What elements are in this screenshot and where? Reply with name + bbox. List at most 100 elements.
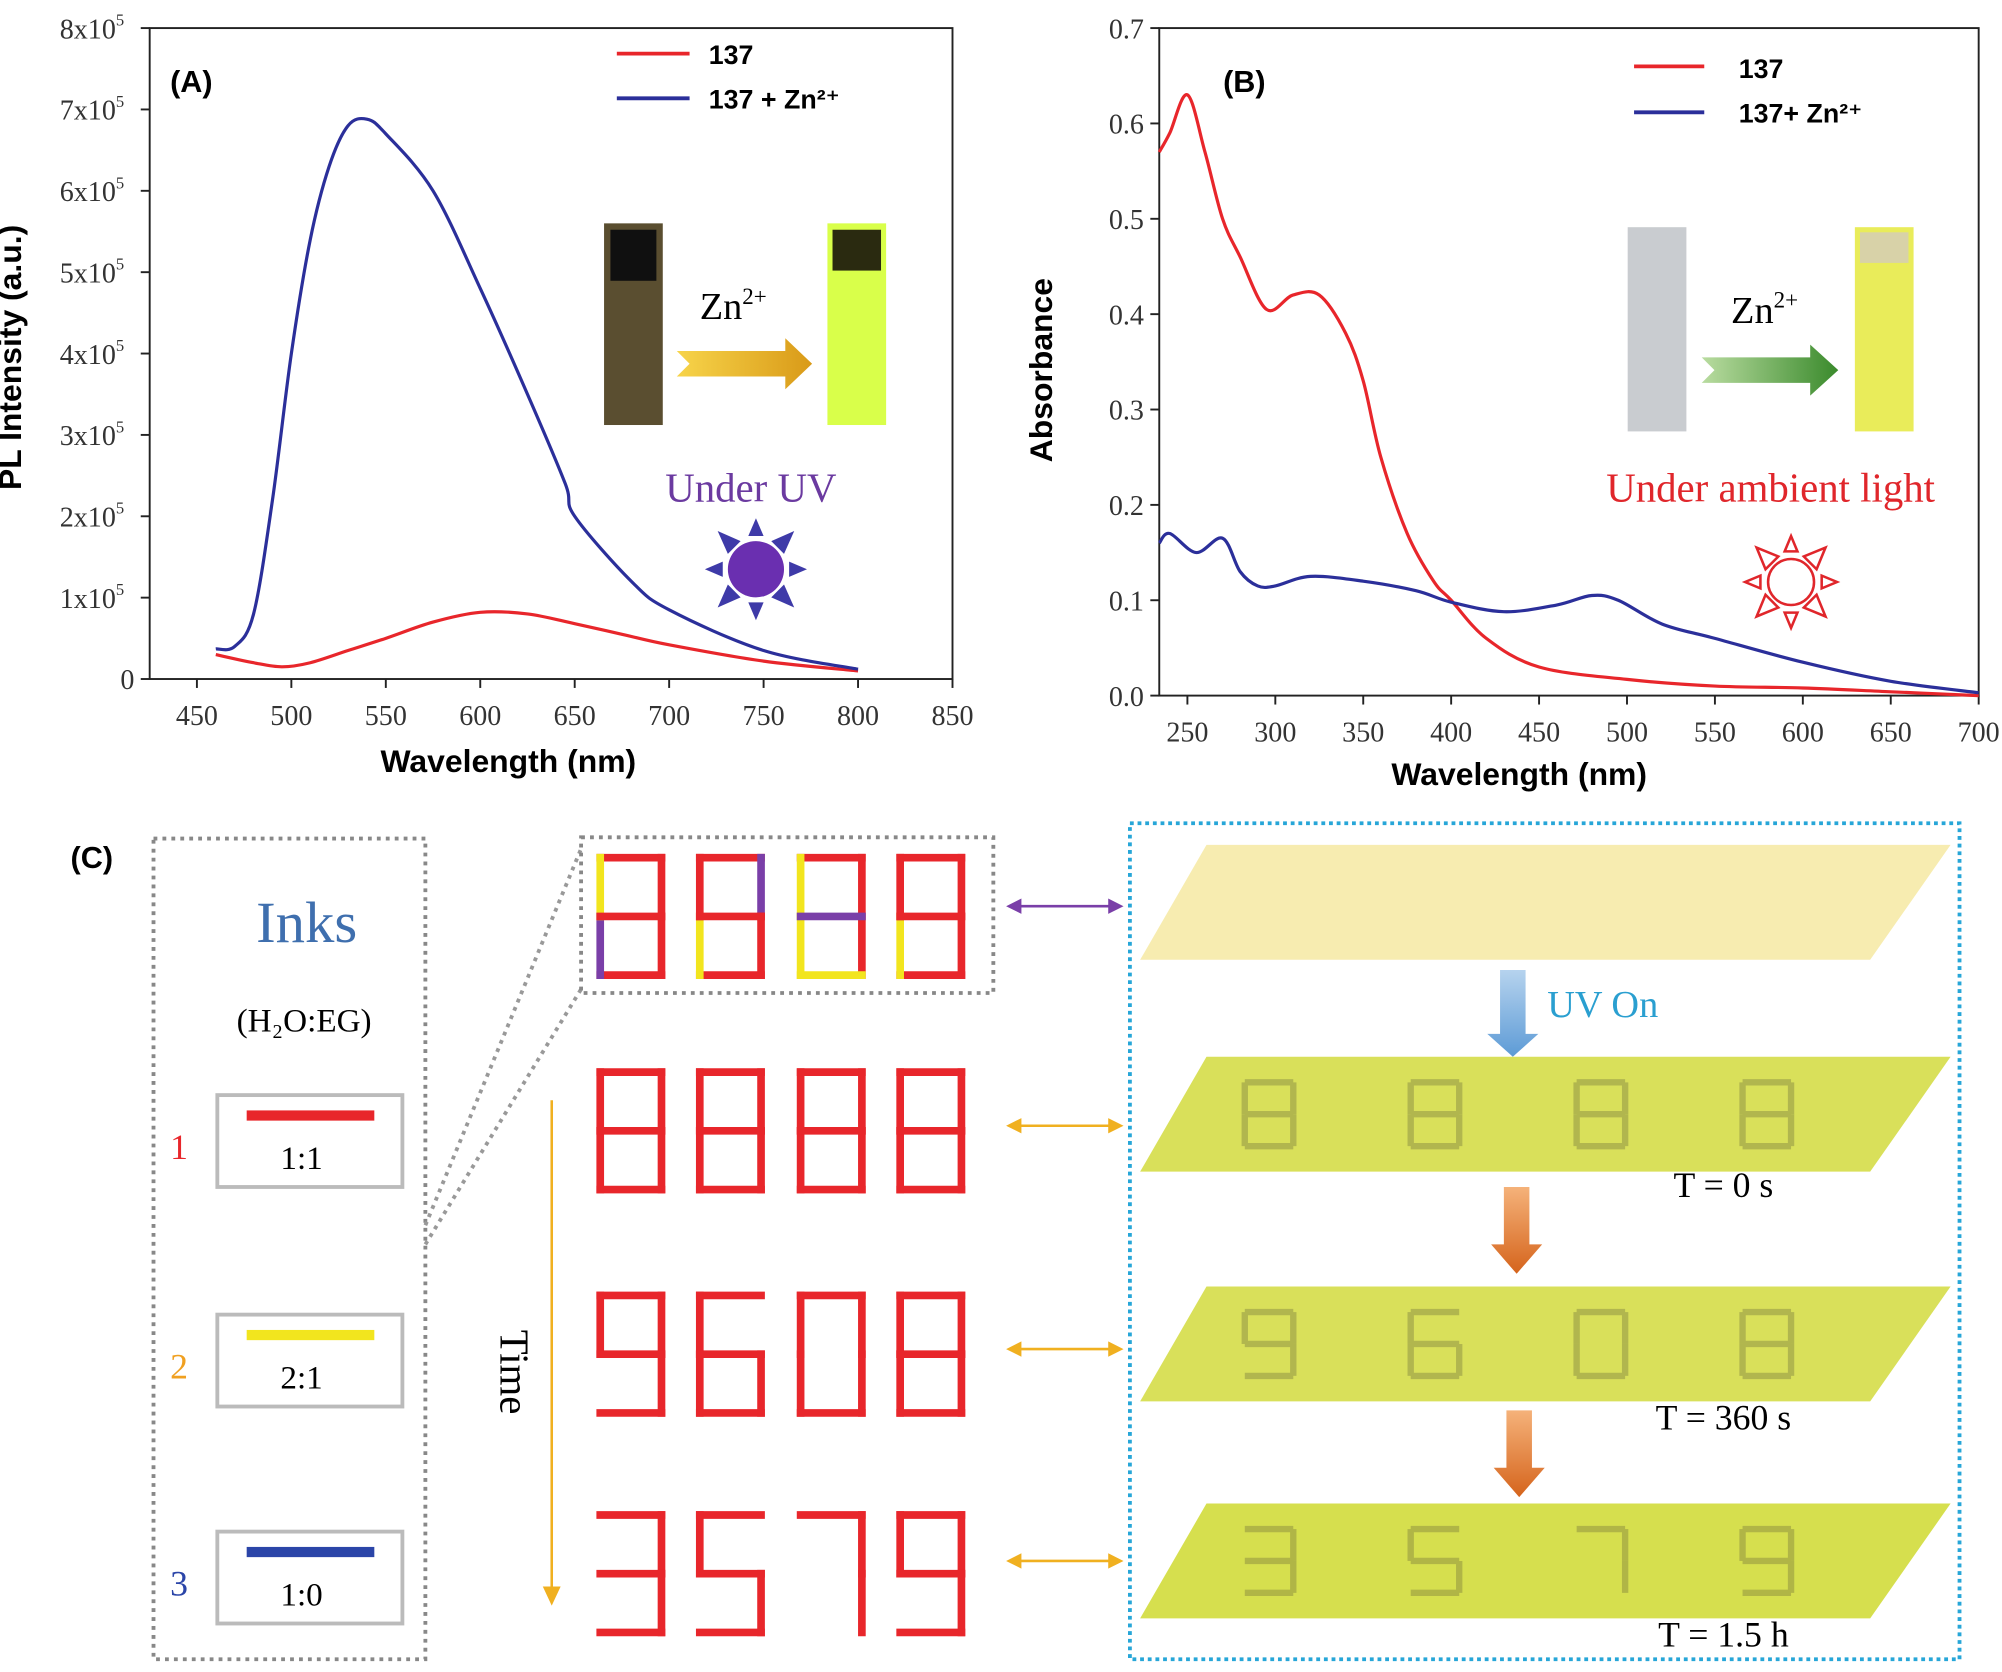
y-tick-label: 1x105 [60,580,124,615]
arrow-left-icon [1006,1553,1022,1569]
y-tick-label: 6x105 [60,173,124,208]
series-line-137 [215,610,859,673]
ink-number: 2 [170,1346,188,1386]
panel-label: (B) [1223,65,1266,99]
arrow-down-icon [542,1586,561,1606]
digit-8 [695,853,765,979]
digit-7 [796,1511,866,1637]
series-line-137 [1157,93,1979,698]
digit-6 [695,1291,765,1417]
x-tick-label: 300 [1254,718,1296,749]
y-tick-label: 0.0 [1109,682,1144,713]
x-tick-label: 650 [1870,718,1912,749]
digit-9 [896,1511,966,1637]
digit-8 [896,853,966,979]
paper-sheet [1140,1286,1951,1402]
sun-icon [1741,532,1841,632]
digit-8 [596,853,666,979]
digit-8 [796,853,866,979]
y-tick-label: 0.5 [1109,205,1144,236]
x-tick-label: 650 [554,701,596,732]
arrow-right-icon [1701,344,1839,396]
digit-8 [896,1068,966,1194]
paper-sheet [1140,1056,1951,1172]
arrow-right-icon [1108,1553,1124,1569]
y-tick-label: 0.1 [1109,586,1144,617]
digit-8 [695,1068,765,1194]
arrow-left-icon [1006,1118,1022,1134]
ink-swatch [246,1329,375,1341]
paper-digit-8 [1739,1079,1795,1150]
x-tick-label: 500 [270,701,312,732]
y-tick-label: 0.3 [1109,396,1144,427]
y-axis-label: Absorbance [1023,278,1059,462]
cuvette-before-ambient [1627,227,1687,432]
x-tick-label: 600 [1782,718,1824,749]
y-tick-label: 0 [120,665,134,696]
paper-digit-6 [1407,1308,1463,1380]
x-tick-label: 800 [837,701,879,732]
series-line-137-zn [215,116,859,671]
digit-0 [796,1291,866,1417]
ink-ratio: 1:1 [280,1140,322,1177]
paper-digit-9 [1739,1525,1795,1597]
x-tick-label: 750 [743,701,785,732]
cuvette-top [1859,232,1909,263]
paper-digit-8 [1573,1079,1629,1150]
ink-number: 3 [170,1563,188,1603]
zoom-line [423,848,583,1227]
chart-a: (A) Wavelength (nm) PL Intensity (a.u.) … [0,11,974,780]
uv-sun-icon [704,518,807,621]
paper-digit-8 [1739,1308,1795,1380]
x-axis-label: Wavelength (nm) [1391,756,1647,792]
chart-b: (B) Wavelength (nm) Absorbance 250 300 350… [1023,14,2000,792]
x-tick-label: 450 [1518,718,1560,749]
series-line-137-zn [1157,531,1979,695]
y-tick-label: 8x105 [60,11,124,46]
inset-condition-label: Under UV [665,466,837,511]
x-tick-label: 700 [1958,718,2000,749]
y-tick-label: 4x105 [60,336,124,371]
ink-item: 2 2:1 [170,1312,405,1409]
digit-8 [596,1068,666,1194]
plot-frame [1158,27,1980,697]
panel-c: (C) Inks (H₂O:EG) 1 1:1 2 2:1 3 1:0 Time T = … [71,821,1962,1662]
x-axis-label: Wavelength (nm) [380,743,636,779]
arrow-right-icon [1108,1341,1124,1357]
x-tick-label: 500 [1606,718,1648,749]
paper-box [1127,821,1962,1662]
arrow-right-icon [1108,898,1124,914]
legend-label-137-zn: 137 + Zn²⁺ [709,84,840,114]
digit-5 [695,1511,765,1637]
inks-title: Inks [256,890,357,955]
ink-item: 1 1:1 [170,1093,405,1189]
cuvette-top [610,229,657,281]
arrow-right-icon [676,338,813,390]
paper-digit-0 [1573,1308,1629,1380]
time-stamp-label: T = 0 s [1673,1165,1773,1205]
time-label: Time [492,1330,537,1415]
inset-arrow-label: Zn2+ [1731,288,1798,332]
digit-9 [596,1291,666,1417]
legend-label-137-zn: 137+ Zn²⁺ [1739,99,1863,129]
digit-8 [896,1291,966,1417]
solvent-label: (H₂O:EG) [237,1002,372,1039]
x-tick-label: 850 [931,701,973,732]
arrow-down-icon [1487,970,1539,1057]
inset-arrow-label: Zn2+ [700,284,767,328]
inks-box [151,836,428,1662]
zoom-line [423,988,583,1246]
y-tick-label: 0.2 [1109,491,1144,522]
ink-ratio: 1:0 [280,1577,322,1614]
x-tick-label: 700 [648,701,690,732]
digit-8 [796,1068,866,1194]
paper-digit-3 [1244,1525,1297,1597]
arrow-left-icon [1006,1341,1022,1357]
cuvette-top [832,229,882,271]
legend-label-137: 137 [1739,54,1784,84]
ink-item: 3 1:0 [170,1529,405,1626]
legend-label-137: 137 [709,40,754,70]
uv-on-label: UV On [1547,984,1658,1026]
paper-sheet [1140,1503,1951,1619]
